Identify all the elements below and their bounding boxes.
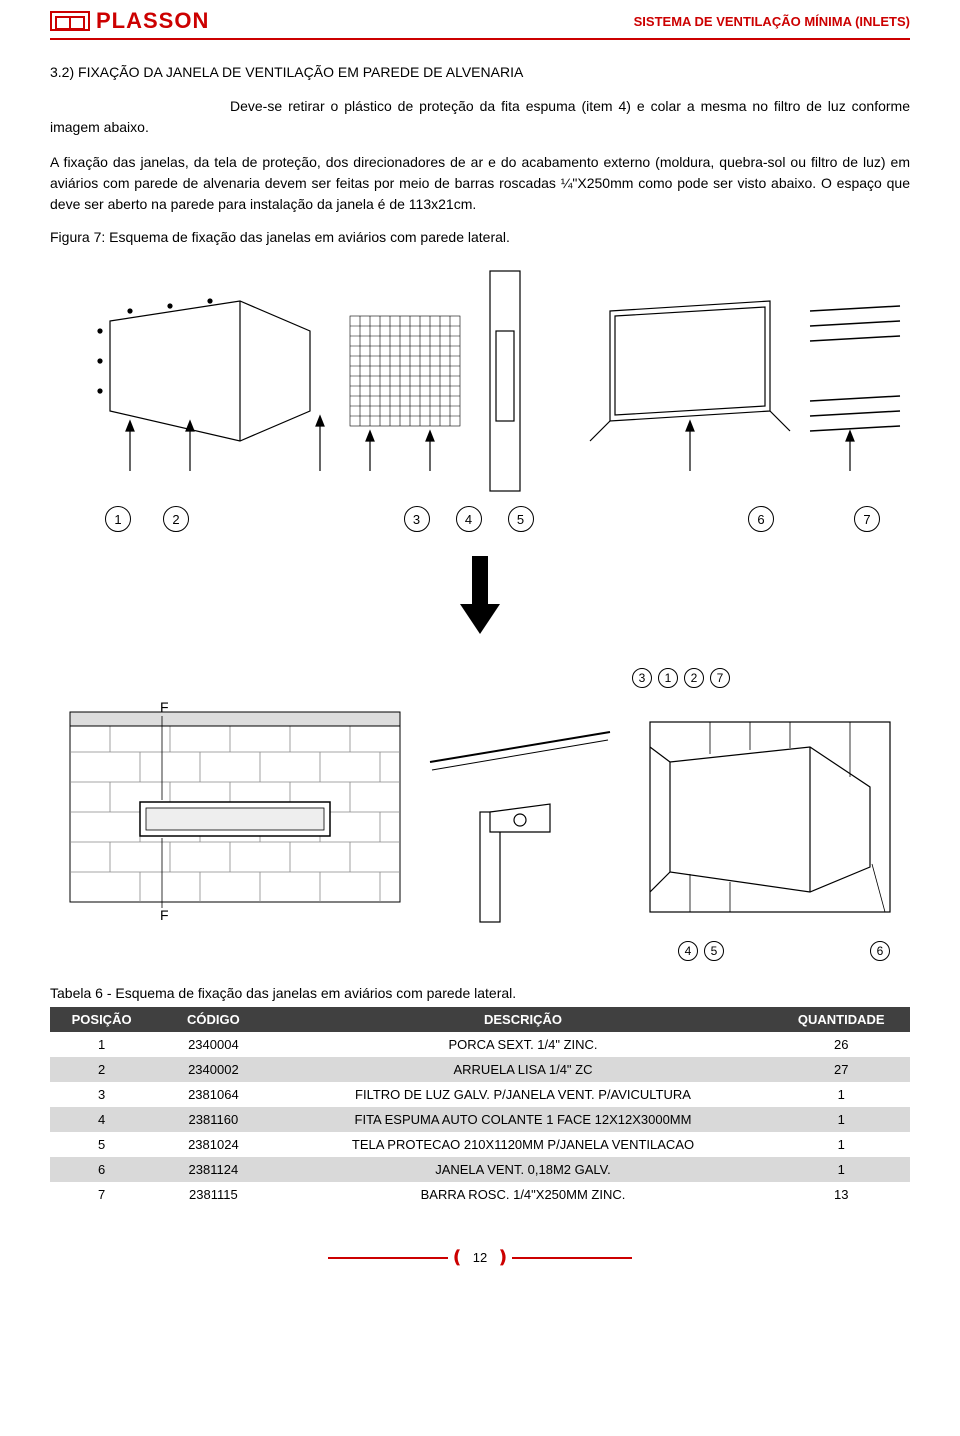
brand-logo: PLASSON xyxy=(50,8,209,34)
callout-mid-2: 2 xyxy=(684,668,704,688)
callout-bot-6: 6 xyxy=(870,941,890,961)
figure-7-bottom: 3 1 2 7 xyxy=(50,668,910,961)
brand-logo-icon xyxy=(50,11,90,31)
down-arrow-icon xyxy=(50,556,910,636)
callout-7: 7 xyxy=(854,506,880,532)
assembled-view-svg: F F xyxy=(50,692,910,932)
page-header: PLASSON SISTEMA DE VENTILAÇÃO MÍNIMA (IN… xyxy=(50,0,910,40)
table-row: 1 2340004 PORCA SEXT. 1/4" ZINC. 26 xyxy=(50,1032,910,1057)
paragraph-2: A fixação das janelas, da tela de proteç… xyxy=(50,152,910,215)
col-codigo: CÓDIGO xyxy=(153,1007,273,1032)
table-header-row: POSIÇÃO CÓDIGO DESCRIÇÃO QUANTIDADE xyxy=(50,1007,910,1032)
paragraph-1: Deve-se retirar o plástico de proteção d… xyxy=(50,96,910,138)
callout-5: 5 xyxy=(508,506,534,532)
header-title: SISTEMA DE VENTILAÇÃO MÍNIMA (INLETS) xyxy=(634,14,910,29)
callout-mid-7: 7 xyxy=(710,668,730,688)
col-posicao: POSIÇÃO xyxy=(50,1007,153,1032)
table-row: 2 2340002 ARRUELA LISA 1/4" ZC 27 xyxy=(50,1057,910,1082)
footer-rule-left xyxy=(328,1257,448,1259)
page-number: 12 xyxy=(467,1250,493,1265)
page-footer: ❪ 12 ❫ xyxy=(50,1247,910,1268)
label-f-top: F xyxy=(160,699,169,715)
col-descricao: DESCRIÇÃO xyxy=(274,1007,773,1032)
table-row: 5 2381024 TELA PROTECAO 210X1120MM P/JAN… xyxy=(50,1132,910,1157)
bracket-left-icon: ❪ xyxy=(448,1247,467,1268)
footer-rule-right xyxy=(512,1257,632,1259)
callout-bot-4: 4 xyxy=(678,941,698,961)
bom-table: POSIÇÃO CÓDIGO DESCRIÇÃO QUANTIDADE 1 23… xyxy=(50,1007,910,1207)
table-row: 3 2381064 FILTRO DE LUZ GALV. P/JANELA V… xyxy=(50,1082,910,1107)
table-row: 7 2381115 BARRA ROSC. 1/4"X250MM ZINC. 1… xyxy=(50,1182,910,1207)
callout-6: 6 xyxy=(748,506,774,532)
label-f-bottom: F xyxy=(160,907,169,923)
callout-2: 2 xyxy=(163,506,189,532)
table-row: 6 2381124 JANELA VENT. 0,18M2 GALV. 1 xyxy=(50,1157,910,1182)
col-quantidade: QUANTIDADE xyxy=(772,1007,910,1032)
callout-1: 1 xyxy=(105,506,131,532)
table-caption: Tabela 6 - Esquema de fixação das janela… xyxy=(50,985,910,1001)
callout-3: 3 xyxy=(404,506,430,532)
bracket-right-icon: ❫ xyxy=(493,1247,512,1268)
callout-4: 4 xyxy=(456,506,482,532)
figure-7-top: 1 2 3 4 5 6 7 xyxy=(50,261,910,532)
table-row: 4 2381160 FITA ESPUMA AUTO COLANTE 1 FAC… xyxy=(50,1107,910,1132)
callout-mid-1: 1 xyxy=(658,668,678,688)
callout-bot-5: 5 xyxy=(704,941,724,961)
section-title: 3.2) FIXAÇÃO DA JANELA DE VENTILAÇÃO EM … xyxy=(50,64,910,80)
callout-mid-3: 3 xyxy=(632,668,652,688)
brand-name: PLASSON xyxy=(96,8,209,34)
figure-caption: Figura 7: Esquema de fixação das janelas… xyxy=(50,229,910,245)
exploded-view-svg xyxy=(50,261,910,501)
